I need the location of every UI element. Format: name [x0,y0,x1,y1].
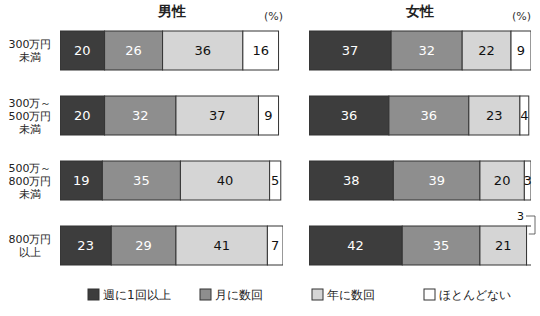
panel-title: 女性 [405,3,434,19]
data-label: 20 [74,43,91,58]
plot-area [60,31,283,265]
bar-segment [309,31,391,70]
bar-segment [60,161,102,200]
data-label: 16 [252,43,269,58]
bar-segment [480,161,524,200]
bar-segment [309,226,402,265]
legend-label: 月に数回 [215,288,263,302]
data-label: 42 [347,238,364,253]
bar-segment [527,226,531,265]
bar-segment [270,161,281,200]
bar-segment [480,226,527,265]
bar-segment [309,96,389,135]
bar-segment [402,226,480,265]
data-label: 37 [342,43,359,58]
bar-segment [511,31,531,70]
bar-segment [267,226,283,265]
data-label: 26 [125,43,142,58]
bar-segment [60,96,105,135]
bar-segment [393,161,480,200]
plot-area [309,31,531,265]
data-label: 23 [486,108,503,123]
data-label: 38 [343,173,360,188]
data-label: 20 [494,173,511,188]
data-label: 23 [77,238,94,253]
bar-segment [105,96,176,135]
bar-segment [520,96,529,135]
data-label: 36 [341,108,358,123]
category-label: 500万～800万円未満 [9,162,52,201]
bar-segment [309,161,393,200]
data-label: 19 [73,173,90,188]
leader-line [526,216,535,234]
data-label: 20 [74,108,91,123]
bar-segment [105,31,163,70]
legend-label: ほとんどない [439,288,511,302]
bar-segment [258,96,278,135]
legend-label: 週に1回以上 [103,288,171,302]
bar-segment [60,226,111,265]
bar-segment [180,161,269,200]
legend-swatch [88,289,99,300]
data-label: 7 [271,238,279,253]
bar-segment [176,226,267,265]
data-label: 39 [428,173,445,188]
bar-segment [462,31,511,70]
data-label: 36 [421,108,438,123]
panel-title: 男性 [157,3,186,19]
category-label: 800万円以上 [9,233,52,259]
legend-swatch [424,289,435,300]
data-label: 41 [213,238,230,253]
data-label: 3 [524,173,532,188]
data-labels: 20 26 36 16 20 32 37 9 19 35 40 5 23 29 41 7 [73,43,279,253]
data-label: 35 [133,173,150,188]
data-label: 9 [517,43,525,58]
bar-segment [524,161,531,200]
bar-segment [163,31,243,70]
data-label: 9 [264,108,272,123]
chart: 男性 (%) 20 26 36 16 20 32 37 9 19 35 40 5 23 29 41 7 300万円未… [0,0,540,316]
legend-swatch [312,289,323,300]
legend-swatch [200,289,211,300]
unit-label: (%) [264,10,283,23]
category-label: 300万円未満 [9,38,52,64]
data-label: 32 [132,108,149,123]
legend: 週に1回以上 月に数回 年に数回 ほとんどない [88,288,511,302]
data-label: 5 [271,173,279,188]
data-label: 36 [194,43,211,58]
data-label: 37 [209,108,226,123]
data-labels: 37 32 22 9 36 36 23 4 38 39 20 3 42 35 21 3 [341,43,535,253]
data-label: 21 [495,238,512,253]
bar-segment [469,96,520,135]
category-label: 300万～500万円未満 [9,97,52,136]
data-label: 29 [135,238,152,253]
bar-segment [391,31,462,70]
bar-segment [111,226,176,265]
bar-segment [389,96,469,135]
data-label: 35 [433,238,450,253]
data-label: 40 [217,173,234,188]
bar-segment [243,31,279,70]
data-label: 4 [520,108,528,123]
data-label: 32 [418,43,435,58]
legend-label: 年に数回 [327,288,375,302]
bar-segment [60,31,105,70]
unit-label: (%) [512,10,531,23]
data-label: 3 [517,210,524,223]
bar-segment [102,161,180,200]
data-label: 22 [478,43,495,58]
bar-segment [176,96,259,135]
